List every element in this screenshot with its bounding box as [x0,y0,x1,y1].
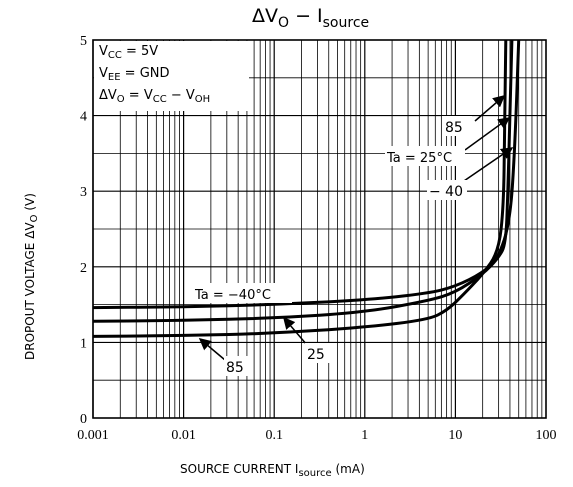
annotation-bg [224,356,250,376]
annotation-leader-line [283,316,308,346]
annotation-25-lower: 25 [307,347,325,363]
annotation-leader-line [464,117,511,151]
condition-dvo: ΔVO = VCC − VOH [99,88,210,105]
annotation-85-lower: 85 [226,360,244,376]
y-tick-label: 3 [80,185,87,200]
y-tick-label: 1 [80,336,87,351]
y-axis-label: DROPOUT VOLTAGE ΔVO (V) [23,193,40,360]
x-tick-label: 0.1 [265,428,283,443]
tick-labels: 0.001 0.01 0.1 1 10 100 0 1 2 3 4 5 [77,34,556,443]
annotation-85-upper: 85 [445,120,463,136]
annotation-leader-line [474,95,506,122]
annotation-leader-line [460,147,514,184]
conditions-box-bg [94,41,249,111]
series-line-minus40 [92,39,521,310]
grid [92,39,546,419]
y-tick-label: 4 [80,110,87,125]
annotation-ta25-upper: Ta = 25°C [386,151,452,166]
series-lines [92,39,521,338]
annotation-bg [305,343,331,363]
annotation-leader-line [198,338,226,361]
plot-frame [92,39,547,419]
x-tick-label: 0.01 [171,428,196,443]
annotation-leaders [198,95,514,361]
condition-vcc: VCC = 5V [99,44,158,61]
y-tick-label: 0 [80,412,87,427]
annotation-minus40-upper: − 40 [429,184,463,200]
series-line-25 [92,39,514,323]
annotation-bg [385,146,465,166]
x-tick-label: 1 [361,428,368,443]
annotation-bg [427,180,467,200]
x-tick-label: 10 [448,428,462,443]
y-tick-label: 5 [80,34,87,49]
annotation-bg [192,283,292,303]
x-tick-label: 0.001 [77,428,109,443]
condition-vee: VEE = GND [99,66,170,83]
annotation-ta-minus40-lower: Ta = −40°C [194,288,271,303]
x-tick-label: 100 [536,428,557,443]
y-tick-label: 2 [80,261,87,276]
x-axis-label: SOURCE CURRENT Isource (mA) [180,462,365,479]
series-line-85 [92,39,508,338]
chart-title: ΔVO − Isource [252,5,369,31]
annotation-bg [442,116,472,136]
